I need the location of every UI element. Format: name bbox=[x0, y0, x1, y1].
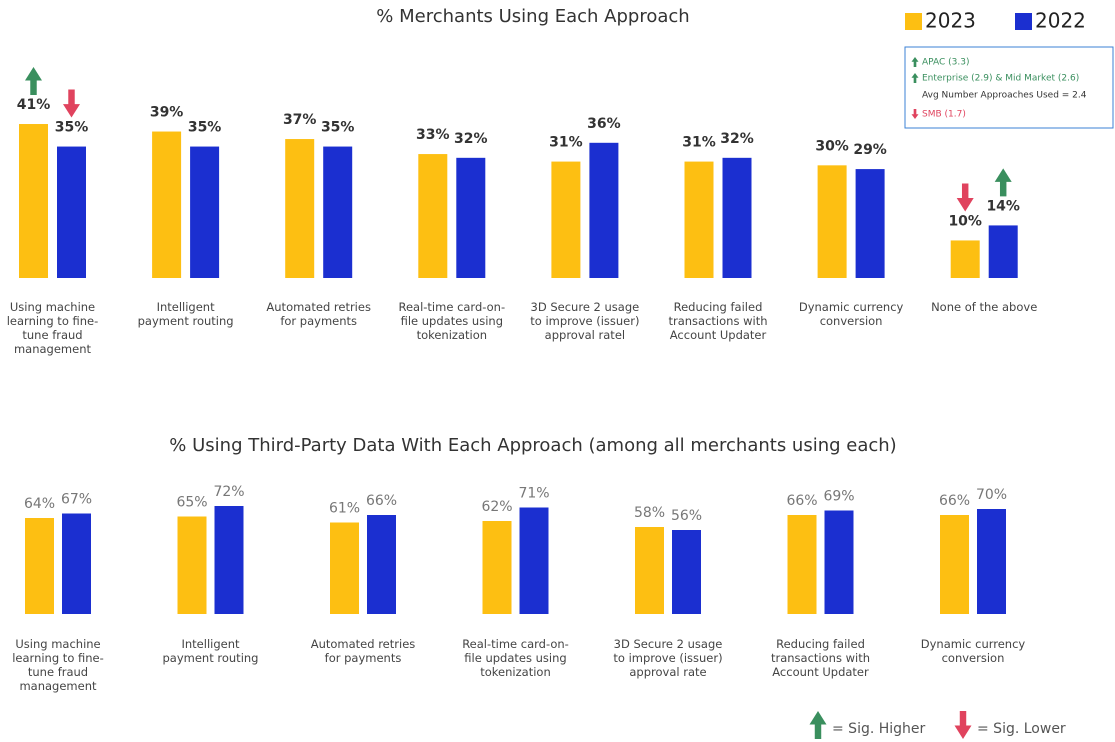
value-label: 30% bbox=[815, 138, 849, 154]
value-label: 64% bbox=[24, 496, 55, 512]
bar bbox=[456, 157, 486, 278]
annotation: APAC (3.3) bbox=[922, 58, 970, 68]
annotation: SMB (1.7) bbox=[922, 110, 966, 120]
sig-arrow bbox=[63, 89, 80, 118]
bar bbox=[787, 515, 817, 614]
sig-arrow bbox=[25, 67, 42, 96]
value-label: 33% bbox=[416, 127, 450, 143]
x-tick-label: Reducing failed transactions with Accoun… bbox=[770, 637, 870, 679]
value-label: 10% bbox=[948, 213, 982, 229]
value-label: 36% bbox=[587, 116, 621, 132]
bar bbox=[855, 169, 885, 278]
bar bbox=[19, 124, 48, 279]
annotation-box bbox=[904, 46, 1114, 129]
bar bbox=[418, 154, 448, 278]
bar bbox=[817, 165, 847, 278]
sig-arrow bbox=[954, 711, 972, 739]
value-label: 32% bbox=[720, 131, 754, 147]
value-label: 32% bbox=[454, 131, 488, 147]
bar bbox=[214, 506, 244, 614]
value-label: 66% bbox=[939, 493, 970, 509]
value-label: 65% bbox=[176, 495, 207, 511]
sig-arrow bbox=[911, 73, 919, 83]
value-label: 72% bbox=[213, 484, 244, 500]
legend-label: 2022 bbox=[1035, 9, 1086, 33]
bar bbox=[722, 157, 752, 278]
bar bbox=[285, 139, 315, 278]
x-tick-label: None of the above bbox=[931, 300, 1038, 314]
bar bbox=[367, 515, 396, 614]
x-tick-label: Dynamic currency conversion bbox=[798, 300, 904, 328]
x-tick-label: Automated retries for payments bbox=[310, 637, 416, 665]
bar bbox=[62, 513, 91, 614]
sig-arrow bbox=[911, 57, 919, 67]
bar bbox=[177, 516, 207, 614]
bar bbox=[684, 161, 714, 278]
value-label: 39% bbox=[150, 105, 184, 121]
bar bbox=[519, 507, 549, 614]
bar bbox=[190, 146, 220, 278]
sig-legend-label: = Sig. Higher bbox=[832, 721, 926, 737]
value-label: 37% bbox=[283, 112, 317, 128]
sig-legend-label: = Sig. Lower bbox=[977, 721, 1066, 737]
legend-swatch bbox=[905, 13, 922, 30]
x-tick-label: Using machine learning to fine-tune frau… bbox=[12, 637, 104, 693]
value-label: 71% bbox=[518, 486, 549, 502]
sig-arrow bbox=[956, 183, 974, 212]
bar bbox=[330, 522, 359, 614]
bar bbox=[977, 509, 1006, 614]
value-label: 29% bbox=[853, 142, 887, 158]
bar bbox=[824, 510, 854, 614]
value-label: 61% bbox=[329, 501, 360, 517]
sig-arrow bbox=[994, 168, 1012, 197]
x-tick-label: 3D Secure 2 usage to improve (issuer) ap… bbox=[613, 637, 723, 679]
value-label: 35% bbox=[321, 120, 355, 136]
x-tick-label: Real-time card-on-file updates using tok… bbox=[462, 637, 569, 679]
value-label: 69% bbox=[823, 489, 854, 505]
x-tick-label: Automated retries for payments bbox=[266, 300, 371, 328]
bar bbox=[323, 146, 353, 278]
bar bbox=[551, 161, 581, 278]
bar bbox=[57, 146, 86, 278]
bar bbox=[482, 521, 512, 614]
value-label: 14% bbox=[986, 198, 1020, 214]
bar bbox=[940, 515, 969, 614]
chart-title: % Using Third-Party Data With Each Appro… bbox=[169, 435, 896, 456]
x-tick-label: Reducing failed transactions with Accoun… bbox=[668, 300, 768, 342]
chart-title: % Merchants Using Each Approach bbox=[376, 6, 689, 27]
x-tick-label: Using machine learning to fine-tune frau… bbox=[6, 300, 99, 356]
bar bbox=[152, 131, 182, 278]
value-label: 66% bbox=[786, 493, 817, 509]
bar bbox=[672, 530, 701, 614]
value-label: 70% bbox=[976, 487, 1007, 503]
x-tick-label: Intelligent payment routing bbox=[137, 300, 234, 328]
annotation: Avg Number Approaches Used = 2.4 bbox=[922, 91, 1087, 101]
bar bbox=[589, 142, 619, 278]
value-label: 31% bbox=[682, 135, 716, 151]
bar bbox=[988, 225, 1018, 278]
bar bbox=[25, 518, 54, 614]
value-label: 56% bbox=[671, 508, 702, 524]
value-label: 58% bbox=[634, 505, 665, 521]
annotation: Enterprise (2.9) & Mid Market (2.6) bbox=[922, 74, 1079, 84]
legend-swatch bbox=[1015, 13, 1032, 30]
value-label: 31% bbox=[549, 135, 583, 151]
x-tick-label: 3D Secure 2 usage to improve (issuer) ap… bbox=[530, 300, 640, 342]
value-label: 41% bbox=[17, 97, 51, 113]
x-tick-label: Real-time card-on-file updates using tok… bbox=[398, 300, 506, 342]
value-label: 35% bbox=[55, 120, 89, 136]
legend-label: 2023 bbox=[925, 9, 976, 33]
bar bbox=[635, 527, 664, 614]
x-tick-label: Intelligent payment routing bbox=[162, 637, 259, 665]
value-label: 67% bbox=[61, 492, 92, 508]
value-label: 35% bbox=[188, 120, 222, 136]
value-label: 62% bbox=[481, 499, 512, 515]
sig-arrow bbox=[809, 711, 827, 739]
value-label: 66% bbox=[366, 493, 397, 509]
x-tick-label: Dynamic currency conversion bbox=[920, 637, 1026, 665]
bar bbox=[950, 240, 980, 278]
sig-arrow bbox=[911, 109, 919, 119]
